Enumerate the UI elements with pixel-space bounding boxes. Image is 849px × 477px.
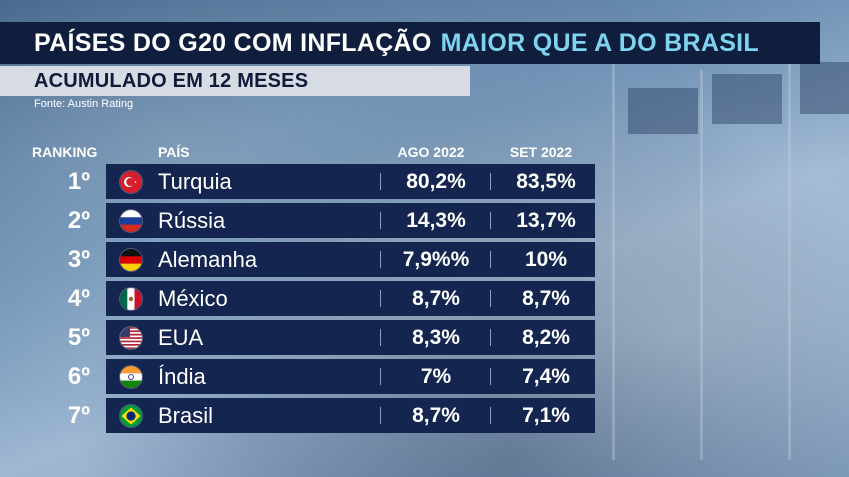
- country-name: EUA: [158, 324, 204, 350]
- header-ranking: RANKING: [32, 144, 98, 160]
- row-bar: México 8,7% 8,7%: [106, 281, 595, 316]
- divider: [490, 329, 491, 346]
- source-label: Fonte: Austin Rating: [34, 98, 134, 110]
- rank: 4º: [67, 284, 90, 312]
- value-set-2022: 7,1%: [522, 403, 570, 427]
- germany-flag-icon: [120, 249, 142, 271]
- rank: 6º: [67, 362, 90, 390]
- header-ago-2022: AGO 2022: [397, 144, 465, 160]
- divider: [490, 290, 491, 307]
- value-set-2022: 8,2%: [522, 325, 570, 349]
- row-bar: EUA 8,3% 8,2%: [106, 320, 595, 355]
- turkey-flag-icon: [120, 171, 142, 193]
- header-set-2022: SET 2022: [509, 144, 573, 160]
- country-name: México: [158, 285, 228, 311]
- title-highlight: MAIOR QUE A DO BRASIL: [440, 28, 759, 57]
- value-set-2022: 13,7%: [516, 208, 576, 232]
- brazil-flag-icon: [120, 405, 142, 427]
- background-flag: [800, 62, 849, 114]
- flag-pole: [700, 70, 703, 460]
- rank: 2º: [67, 206, 90, 234]
- rank: 1º: [67, 167, 90, 195]
- country-name: Alemanha: [158, 246, 258, 272]
- title-main: PAÍSES DO G20 COM INFLAÇÃO: [34, 28, 432, 57]
- table-row: 6º Índia 7% 7,4%: [0, 359, 849, 394]
- flag-pole: [612, 60, 615, 460]
- subtitle: ACUMULADO EM 12 MESES: [34, 69, 309, 92]
- divider: [490, 368, 491, 385]
- country-name: Brasil: [158, 402, 214, 428]
- divider: [490, 212, 491, 229]
- row-bar: Brasil 8,7% 7,1%: [106, 398, 595, 433]
- value-ago-2022: 8,3%: [412, 325, 460, 349]
- table-row: 4º México 8,7% 8,7%: [0, 281, 849, 316]
- country-name: Índia: [158, 363, 206, 389]
- table-row: 5º EUA 8,3% 8,2%: [0, 320, 849, 355]
- background-flag: [712, 74, 782, 124]
- value-ago-2022: 80,2%: [406, 169, 466, 193]
- table-row: 1º Turquia 80,2% 83,5%: [0, 164, 849, 199]
- table-row: 2º Rússia 14,3% 13,7%: [0, 203, 849, 238]
- divider: [380, 251, 381, 268]
- divider: [380, 290, 381, 307]
- mexico-flag-icon: [120, 288, 142, 310]
- divider: [380, 368, 381, 385]
- value-set-2022: 7,4%: [522, 364, 570, 388]
- divider: [380, 329, 381, 346]
- divider: [490, 251, 491, 268]
- divider: [380, 173, 381, 190]
- value-ago-2022: 14,3%: [406, 208, 466, 232]
- header-country: PAÍS: [158, 144, 190, 160]
- row-bar: Turquia 80,2% 83,5%: [106, 164, 595, 199]
- value-ago-2022: 8,7%: [412, 286, 460, 310]
- value-set-2022: 8,7%: [522, 286, 570, 310]
- rank: 7º: [67, 401, 90, 429]
- russia-flag-icon: [120, 210, 142, 232]
- flag-pole: [788, 60, 791, 460]
- row-bar: Alemanha 7,9%% 10%: [106, 242, 595, 277]
- country-name: Turquia: [158, 168, 232, 194]
- divider: [380, 407, 381, 424]
- usa-flag-icon: [120, 327, 142, 349]
- row-bar: Índia 7% 7,4%: [106, 359, 595, 394]
- row-bar: Rússia 14,3% 13,7%: [106, 203, 595, 238]
- value-ago-2022: 8,7%: [412, 403, 460, 427]
- background-flag: [628, 88, 698, 134]
- divider: [380, 212, 381, 229]
- value-set-2022: 83,5%: [516, 169, 576, 193]
- india-flag-icon: [120, 366, 142, 388]
- subtitle-bar: ACUMULADO EM 12 MESES: [0, 66, 470, 96]
- table-row: 3º Alemanha 7,9%% 10%: [0, 242, 849, 277]
- rank: 5º: [67, 323, 90, 351]
- value-set-2022: 10%: [524, 247, 568, 271]
- country-name: Rússia: [158, 207, 226, 233]
- title-bar: PAÍSES DO G20 COM INFLAÇÃO MAIOR QUE A D…: [0, 22, 820, 64]
- table-row: 7º Brasil 8,7% 7,1%: [0, 398, 849, 433]
- divider: [490, 173, 491, 190]
- value-ago-2022: 7,9%%: [402, 247, 470, 271]
- divider: [490, 407, 491, 424]
- rank: 3º: [67, 245, 90, 273]
- value-ago-2022: 7%: [420, 364, 452, 388]
